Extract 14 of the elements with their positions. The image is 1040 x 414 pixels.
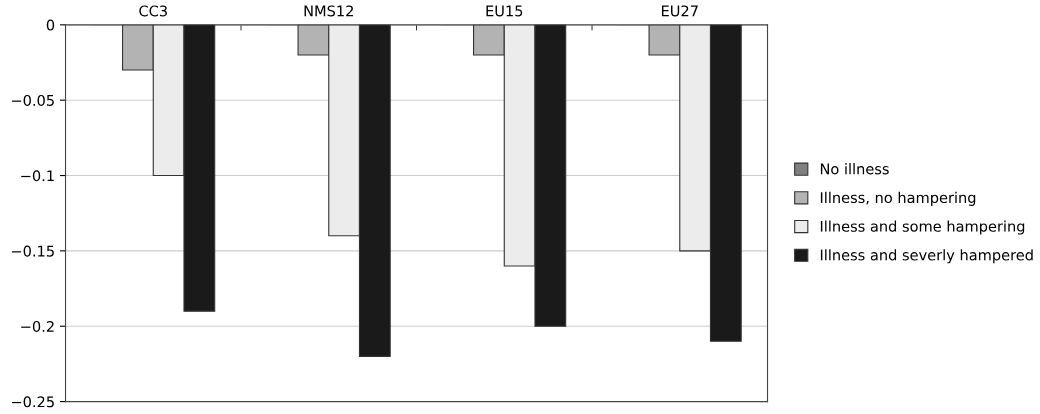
legend-label: Illness and severly hampered bbox=[820, 249, 1033, 264]
x-tick-label: EU27 bbox=[661, 5, 698, 17]
y-tick-label: −0.2 bbox=[21, 320, 54, 332]
y-tick-label: −0.05 bbox=[11, 94, 54, 106]
legend-label: Illness and some hampering bbox=[820, 220, 1025, 235]
legend-label: No illness bbox=[820, 163, 889, 175]
y-tick-label: −0.15 bbox=[11, 245, 54, 257]
y-tick-label: 0 bbox=[46, 19, 55, 31]
legend-label: Illness, no hampering bbox=[820, 191, 976, 206]
y-tick-label: −0.1 bbox=[21, 170, 54, 182]
x-tick-label: CC3 bbox=[139, 5, 167, 17]
x-tick-label: NMS12 bbox=[304, 5, 353, 17]
x-tick-label: EU15 bbox=[486, 5, 523, 17]
y-tick-label: −0.25 bbox=[11, 396, 54, 408]
